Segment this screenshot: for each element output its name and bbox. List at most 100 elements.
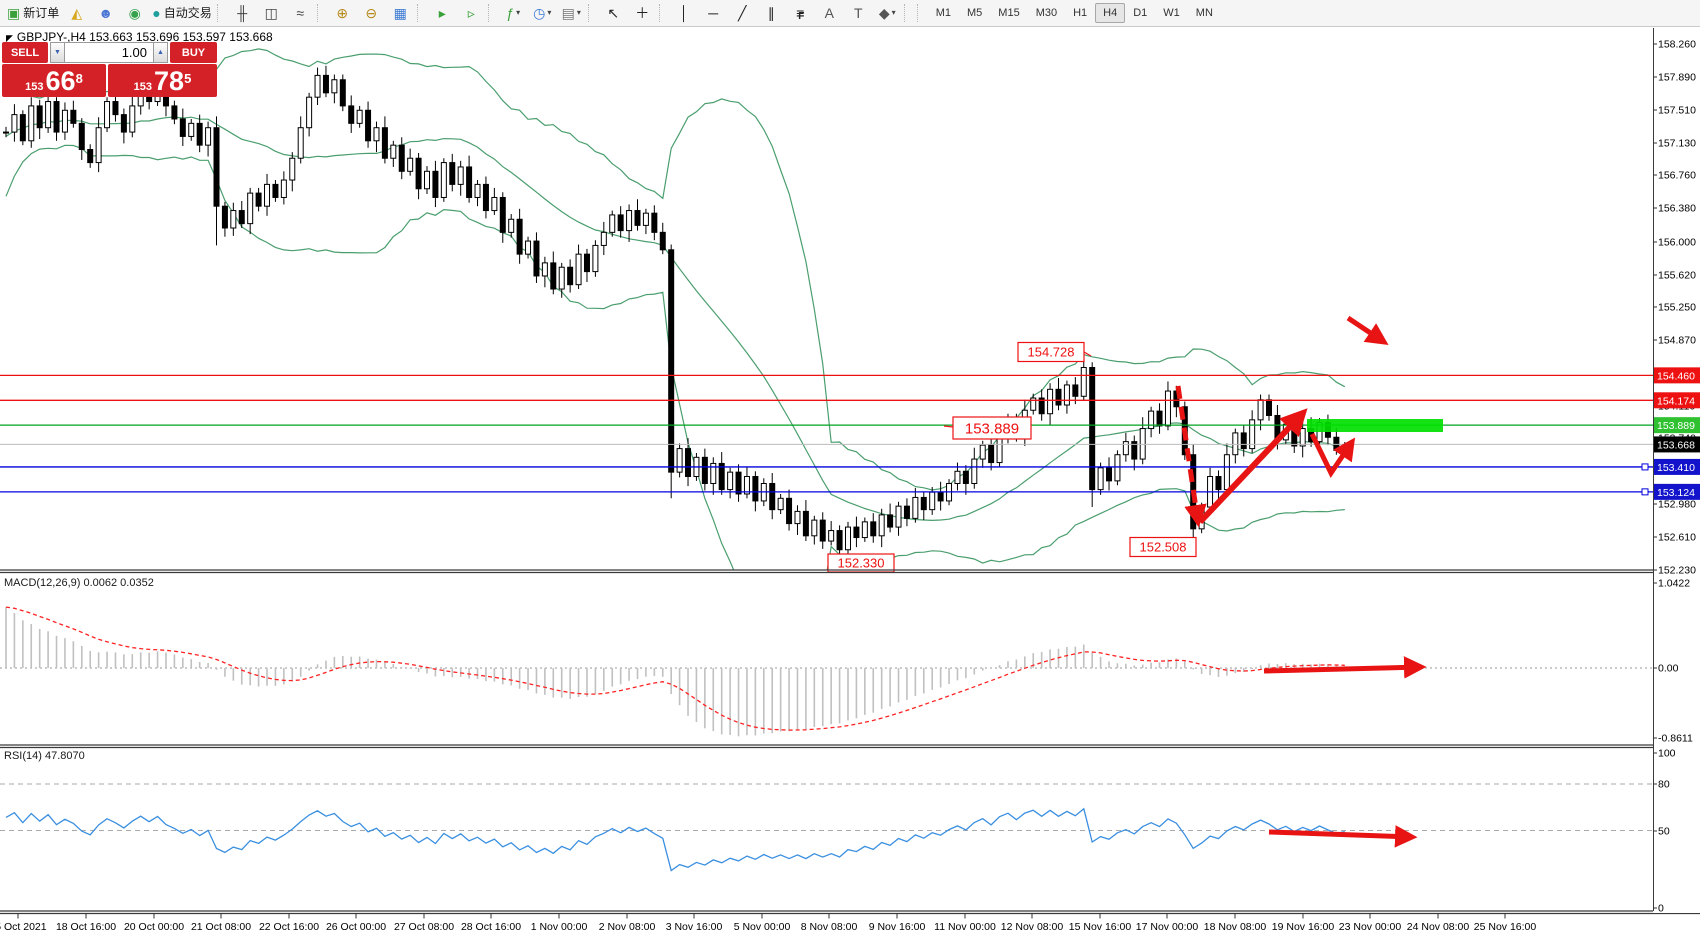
time-axis-label: 2 Nov 08:00 — [599, 921, 656, 933]
candle-body — [280, 179, 287, 198]
candle-body — [609, 214, 616, 233]
candle-body — [78, 122, 85, 151]
candle-body — [348, 105, 355, 124]
price-axis-label: 156.380 — [1658, 203, 1696, 215]
level-line-handle[interactable] — [1641, 463, 1649, 471]
price-badge-label: 154.174 — [1657, 395, 1695, 407]
annotation-label-text: 153.889 — [965, 420, 1019, 437]
candle-body — [171, 105, 178, 120]
sell-button[interactable]: SELL — [2, 42, 48, 63]
timeframe-button-m5[interactable]: M5 — [967, 7, 983, 19]
autotrading-button-label: 自动交易 — [163, 6, 212, 20]
trend-arrow[interactable] — [1268, 825, 1418, 848]
macd-signal-line — [5, 606, 1345, 731]
trend-arrow[interactable] — [1263, 656, 1427, 679]
candle-body — [786, 497, 793, 525]
toolbar-separator — [903, 4, 911, 22]
timeframe-button-m1[interactable]: M1 — [935, 7, 952, 19]
time-axis-label: 1 Nov 00:00 — [531, 921, 588, 933]
candle-body — [525, 240, 532, 255]
time-axis-label: 12 Nov 08:00 — [1001, 921, 1064, 933]
timeframe-button-w1[interactable]: W1 — [1163, 7, 1180, 19]
price-axis-label: 156.000 — [1658, 237, 1696, 249]
candle-body — [255, 192, 262, 207]
trend-arrow[interactable] — [1175, 385, 1207, 528]
candle-body — [1333, 436, 1340, 451]
candle-body — [819, 519, 826, 542]
candle-body — [541, 262, 548, 277]
trend-arrow[interactable] — [1309, 432, 1356, 478]
candle-body — [533, 240, 540, 277]
candle-body — [1266, 399, 1272, 416]
candle-body — [929, 491, 936, 511]
time-axis-label: 18 Oct 16:00 — [56, 921, 116, 933]
chart-menu-icon[interactable]: ◤ — [6, 33, 13, 43]
candle-body — [912, 496, 919, 519]
rsi-panel — [0, 783, 1653, 872]
candle-body — [238, 210, 245, 225]
volume-input[interactable]: 1.00 — [65, 42, 153, 63]
candle-body — [1038, 397, 1045, 415]
timeframe-button-h1[interactable]: H1 — [1073, 7, 1088, 19]
time-axis-label: 26 Oct 00:00 — [326, 921, 386, 933]
candle-body — [1114, 454, 1121, 482]
candle-body — [297, 127, 304, 159]
candle-body — [36, 105, 43, 129]
bollinger-middle-band — [5, 116, 1345, 522]
rsi-line — [5, 807, 1345, 872]
level-line-handle[interactable] — [1641, 488, 1649, 496]
one-click-trade-panel: SELL ▼ 1.00 ▲ BUY 153 66 8 153 78 5 — [2, 42, 217, 97]
timeframe-button-d1[interactable]: D1 — [1133, 7, 1148, 19]
time-axis-label: 24 Nov 08:00 — [1407, 921, 1470, 933]
candle-body — [415, 157, 422, 190]
candle-body — [28, 105, 35, 142]
time-axis-label: 8 Nov 08:00 — [801, 921, 858, 933]
macd-axis-label: -0.8611 — [1658, 733, 1693, 745]
buy-price-pip: 5 — [184, 71, 192, 86]
candle-body — [104, 101, 111, 129]
time-axis-label: 15 Oct 2021 — [0, 921, 47, 933]
time-axis-label: 25 Nov 16:00 — [1474, 921, 1537, 933]
trend-arrow[interactable] — [1346, 315, 1389, 346]
candle-body — [474, 183, 481, 198]
annotation-label-box[interactable] — [952, 416, 1032, 440]
candle-body — [676, 448, 683, 473]
candle-body — [373, 127, 380, 142]
highlight-rect[interactable] — [1307, 419, 1443, 432]
candle-body — [1223, 454, 1230, 491]
volume-increase-button[interactable]: ▲ — [153, 42, 168, 63]
trend-arrow[interactable] — [1197, 408, 1308, 525]
candle-body — [1139, 428, 1146, 460]
timeframe-button-h4[interactable]: H4 — [1095, 3, 1126, 23]
toolbar-separator — [316, 4, 324, 22]
time-axis-label: 15 Nov 16:00 — [1069, 921, 1132, 933]
annotation-label-box[interactable] — [1017, 341, 1085, 363]
time-axis-label: 9 Nov 16:00 — [869, 921, 926, 933]
price-badge-label: 153.889 — [1657, 420, 1695, 432]
price-axis-label: 152.980 — [1658, 499, 1696, 511]
candle-body — [516, 218, 523, 255]
annotation-label-box[interactable] — [1129, 536, 1197, 558]
timeframe-button-m15[interactable]: M15 — [998, 7, 1020, 19]
sell-price-plate[interactable]: 153 66 8 — [2, 64, 106, 97]
chevron-down-icon: ▾ — [547, 8, 552, 17]
candle-body — [1122, 441, 1129, 456]
annotation-label-text: 152.508 — [1140, 540, 1187, 555]
candle-body — [339, 79, 346, 107]
candle-body — [499, 196, 506, 233]
candle-body — [508, 218, 515, 233]
volume-decrease-button[interactable]: ▼ — [50, 42, 65, 63]
candle-body — [701, 456, 708, 484]
candle-body — [920, 496, 927, 511]
candle-body — [1030, 397, 1037, 411]
candle-body — [314, 74, 321, 98]
timeframe-button-m30[interactable]: M30 — [1035, 7, 1058, 19]
candle-body — [390, 144, 397, 159]
price-axis-label: 157.890 — [1658, 72, 1696, 84]
buy-price-plate[interactable]: 153 78 5 — [108, 64, 217, 97]
timeframe-button-mn[interactable]: MN — [1195, 7, 1213, 19]
buy-button[interactable]: BUY — [170, 42, 217, 63]
candle-body — [558, 266, 565, 290]
candle-body — [575, 253, 582, 286]
